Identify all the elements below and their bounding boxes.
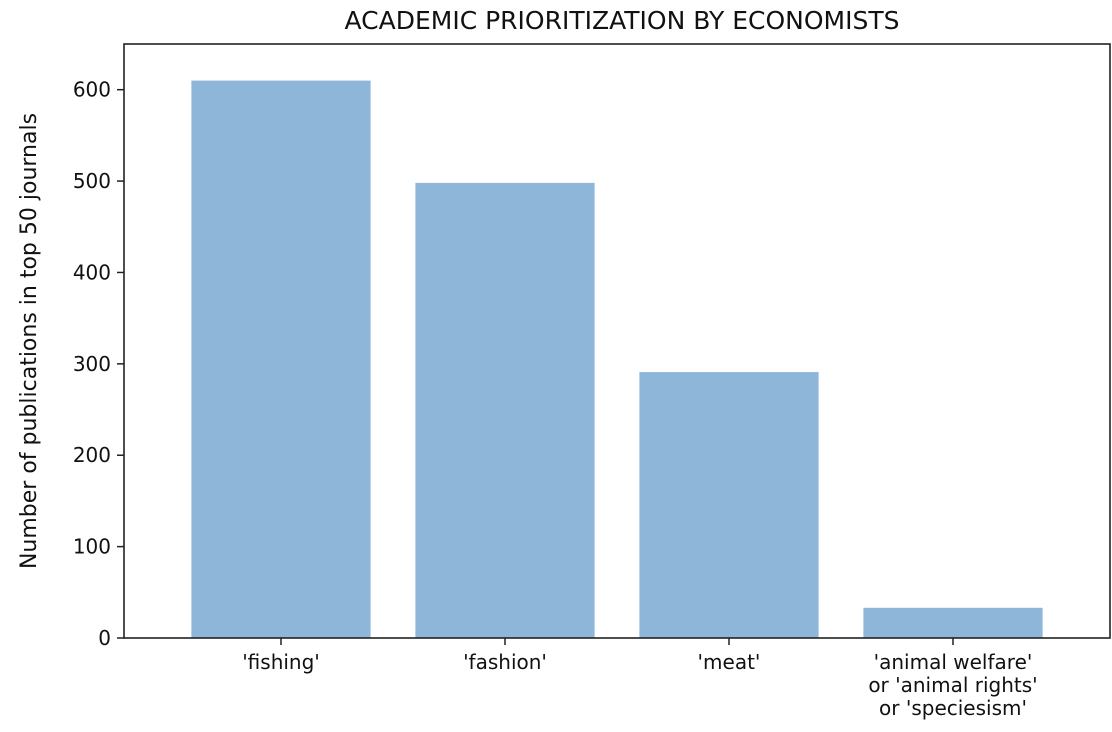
y-tick-label-3: 300 [73,352,111,376]
y-tick-label-2: 200 [73,443,111,467]
bar-2 [639,372,819,638]
x-axis: 'fishing' 'fashion' 'meat' 'animal welfare'… [242,638,1038,720]
y-tick-label-1: 100 [73,535,111,559]
x-tick-label-3-2: or 'speciesism' [879,696,1027,720]
plot-frame [123,43,1111,639]
bars-layer [191,80,1043,639]
y-axis: 0 100 200 300 400 500 600 [73,78,124,650]
bar-0 [191,80,371,639]
y-tick-label-0: 0 [98,626,111,650]
y-tick-label-6: 600 [73,78,111,102]
bar-1 [415,182,595,638]
x-tick-label-3-0: 'animal welfare' [874,650,1033,674]
y-tick-label-5: 500 [73,169,111,193]
chart-title: ACADEMIC PRIORITIZATION BY ECONOMISTS [344,6,899,35]
y-axis-label: Number of publications in top 50 journal… [17,113,42,569]
x-tick-label-3-1: or 'animal rights' [868,673,1037,697]
bar-3 [863,607,1043,638]
x-tick-label-0-0: 'fishing' [242,650,320,674]
y-tick-label-4: 400 [73,260,111,284]
x-tick-label-2-0: 'meat' [698,650,761,674]
x-tick-label-1-0: 'fashion' [463,650,547,674]
